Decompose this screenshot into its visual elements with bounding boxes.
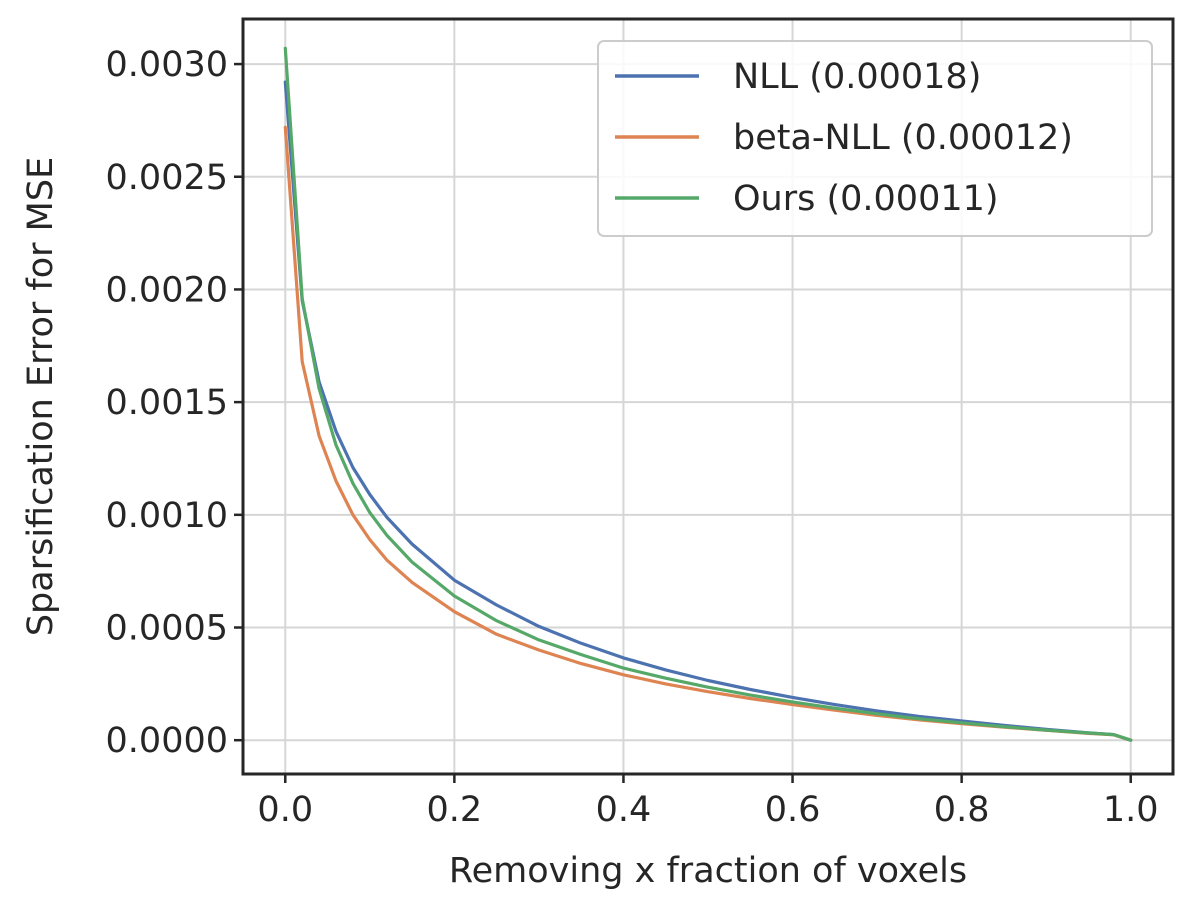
x-tick-label: 0.4: [596, 790, 652, 830]
legend: NLL (0.00018) beta-NLL (0.00012) Ours (0.0…: [597, 40, 1153, 237]
x-tick-label: 0.0: [257, 790, 313, 830]
y-axis-label: Sparsification Error for MSE: [21, 157, 61, 636]
legend-label-1: beta-NLL (0.00012): [733, 118, 1073, 158]
series-lines: [283, 46, 1133, 742]
x-tick-label: 0.2: [427, 790, 483, 830]
y-tick-label: 0.0000: [106, 721, 228, 761]
y-tick-label: 0.0030: [106, 45, 228, 85]
y-tick-label: 0.0025: [106, 158, 228, 198]
y-tick-label: 0.0010: [106, 496, 228, 536]
legend-box: [597, 40, 1153, 237]
legend-label-0: NLL (0.00018): [733, 57, 981, 97]
series-line-2: [283, 46, 1133, 742]
y-tick-label: 0.0005: [106, 609, 228, 649]
x-tick-label: 0.8: [934, 790, 990, 830]
plot-frame: [241, 17, 1175, 776]
legend-label-2: Ours (0.00011): [733, 179, 999, 219]
y-tick-label: 0.0020: [106, 270, 228, 310]
y-tick-label: 0.0015: [106, 383, 228, 423]
x-tick-label: 1.0: [1103, 790, 1159, 830]
x-axis-ticks: 0.0 0.2 0.4 0.6 0.8 1.0: [257, 774, 1159, 830]
x-tick-label: 0.6: [765, 790, 821, 830]
y-axis-ticks: 0.0000 0.0005 0.0010 0.0015 0.0020 0.0025 0.00…: [106, 45, 243, 761]
x-axis-label: Removing x fraction of voxels: [449, 851, 967, 891]
